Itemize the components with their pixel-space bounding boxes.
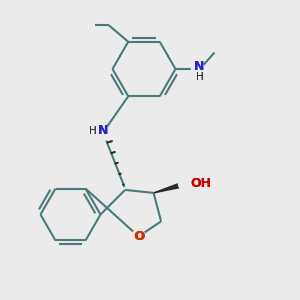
Text: H: H	[196, 71, 203, 82]
Text: H: H	[196, 71, 203, 82]
Circle shape	[178, 177, 192, 190]
Text: N: N	[194, 60, 205, 73]
Text: O: O	[134, 230, 145, 243]
Circle shape	[184, 174, 202, 192]
Text: OH: OH	[190, 177, 212, 190]
Text: H: H	[88, 125, 96, 136]
Circle shape	[191, 62, 205, 76]
Circle shape	[98, 127, 112, 140]
Polygon shape	[154, 182, 186, 193]
Circle shape	[132, 230, 145, 243]
Text: N: N	[98, 124, 108, 137]
Text: OH: OH	[190, 177, 212, 190]
Text: N: N	[194, 60, 205, 73]
Text: O: O	[133, 230, 144, 243]
Text: H: H	[89, 125, 97, 136]
Text: N: N	[98, 124, 108, 137]
